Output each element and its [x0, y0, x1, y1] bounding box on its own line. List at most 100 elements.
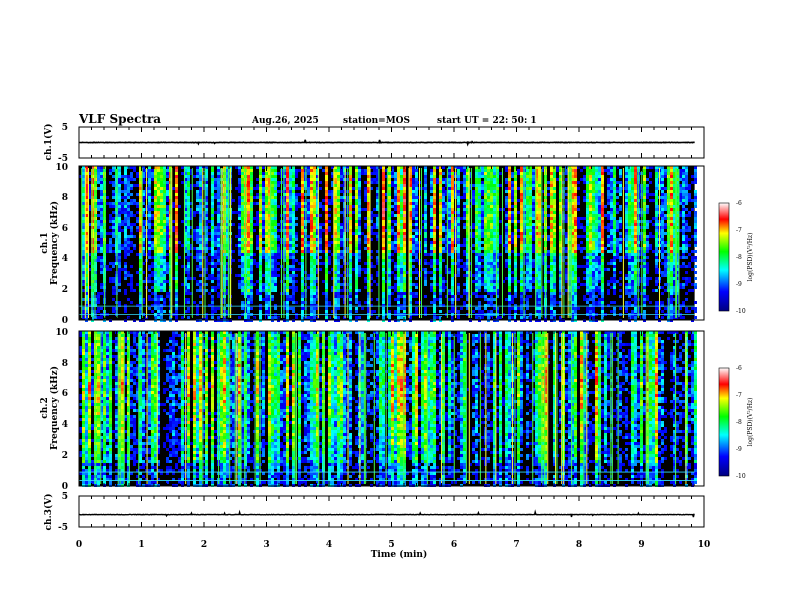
spectrogram-cell — [238, 166, 241, 169]
spectrogram-cell — [286, 172, 289, 175]
spectrogram-cell — [139, 202, 142, 205]
spectrogram-cell — [85, 181, 88, 184]
spectrogram-cell — [100, 211, 103, 214]
spectrogram-cell — [463, 184, 466, 187]
spectrogram-cell — [457, 250, 460, 253]
spectrogram-cell — [262, 247, 265, 250]
spectrogram-cell — [148, 187, 151, 190]
spectrogram-cell — [490, 172, 493, 175]
spectrogram-cell — [268, 289, 271, 292]
spectrogram-cell — [262, 184, 265, 187]
spectrogram-cell — [217, 199, 220, 202]
spectrogram-cell — [445, 178, 448, 181]
spectrogram-cell — [511, 238, 514, 241]
spectrogram-cell — [487, 274, 490, 277]
spectrogram-cell — [316, 202, 319, 205]
spectrogram-cell — [241, 289, 244, 292]
spectrogram-cell — [493, 169, 496, 172]
spectrogram-cell — [430, 196, 433, 199]
spectrogram-cell — [475, 184, 478, 187]
spectrogram-cell — [343, 280, 346, 283]
spectrogram-cell — [430, 199, 433, 202]
spectrogram-cell — [397, 193, 400, 196]
spectrogram-cell — [247, 301, 250, 304]
spectrogram-cell — [163, 238, 166, 241]
spectrogram-cell — [211, 202, 214, 205]
spectrogram-cell — [292, 208, 295, 211]
spectrogram-cell — [409, 262, 412, 265]
spectrogram-cell — [301, 316, 304, 319]
spectrogram-cell — [184, 265, 187, 268]
spectrogram-cell — [394, 205, 397, 208]
spectrogram-cell — [160, 229, 163, 232]
spectrogram-cell — [367, 181, 370, 184]
spectrogram-cell — [124, 277, 127, 280]
spectrogram-cell — [313, 283, 316, 286]
spectrogram-cell — [160, 316, 163, 319]
spectrogram-cell — [82, 259, 85, 262]
spectrogram-cell — [85, 262, 88, 265]
spectrogram-cell — [382, 298, 385, 301]
spectrogram-cell — [328, 226, 331, 229]
spectrogram-cell — [463, 274, 466, 277]
spectrogram-cell — [388, 223, 391, 226]
spectrogram-cell — [109, 232, 112, 235]
spectrogram-cell — [274, 271, 277, 274]
spectrogram-cell — [451, 232, 454, 235]
spectrogram-cell — [487, 229, 490, 232]
spectrogram-cell — [106, 265, 109, 268]
spectrogram-cell — [196, 280, 199, 283]
spectrogram-cell — [100, 190, 103, 193]
spectrogram-cell — [337, 244, 340, 247]
spectrogram-cell — [484, 277, 487, 280]
spectrogram-cell — [241, 181, 244, 184]
spectrogram-cell — [511, 205, 514, 208]
spectrogram-cell — [493, 262, 496, 265]
spectrogram-cell — [463, 292, 466, 295]
spectrogram-cell — [496, 286, 499, 289]
spectrogram-cell — [334, 253, 337, 256]
spectrogram-cell — [175, 208, 178, 211]
spectrogram-cell — [493, 193, 496, 196]
spectrogram-cell — [448, 298, 451, 301]
spectrogram-cell — [292, 298, 295, 301]
spectrogram-cell — [85, 208, 88, 211]
spectrogram-cell — [340, 289, 343, 292]
spectrogram-cell — [295, 259, 298, 262]
spectrogram-cell — [349, 229, 352, 232]
spectrogram-cell — [373, 172, 376, 175]
spectrogram-cell — [397, 247, 400, 250]
spectrogram-cell — [151, 241, 154, 244]
spectrogram-cell — [274, 217, 277, 220]
spectrogram-cell — [415, 220, 418, 223]
spectrogram-cell — [256, 244, 259, 247]
spectrogram-cell — [94, 310, 97, 313]
spectrogram-cell — [496, 295, 499, 298]
spectrogram-cell — [256, 292, 259, 295]
spectrogram-cell — [133, 289, 136, 292]
spectrogram-cell — [334, 277, 337, 280]
spectrogram-cell — [382, 310, 385, 313]
spectrogram-cell — [451, 271, 454, 274]
spectrogram-cell — [199, 187, 202, 190]
spectrogram-cell — [496, 199, 499, 202]
spectrogram-cell — [466, 172, 469, 175]
spectrogram-cell — [85, 265, 88, 268]
spectrogram-cell — [475, 247, 478, 250]
spectrogram-cell — [310, 271, 313, 274]
spectrogram-cell — [367, 235, 370, 238]
spectrogram-cell — [430, 286, 433, 289]
spectrogram-cell — [355, 226, 358, 229]
spectrogram-cell — [355, 202, 358, 205]
spectrogram-cell — [151, 196, 154, 199]
spectrogram-cell — [424, 169, 427, 172]
spectrogram-cell — [409, 277, 412, 280]
spectrogram-cell — [94, 316, 97, 319]
spectrogram-cell — [445, 295, 448, 298]
spectrogram-cell — [484, 193, 487, 196]
spectrogram-cell — [289, 268, 292, 271]
spectrogram-cell — [199, 223, 202, 226]
spectrogram-cell — [160, 259, 163, 262]
spectrogram-cell — [466, 184, 469, 187]
spectrogram-cell — [211, 298, 214, 301]
